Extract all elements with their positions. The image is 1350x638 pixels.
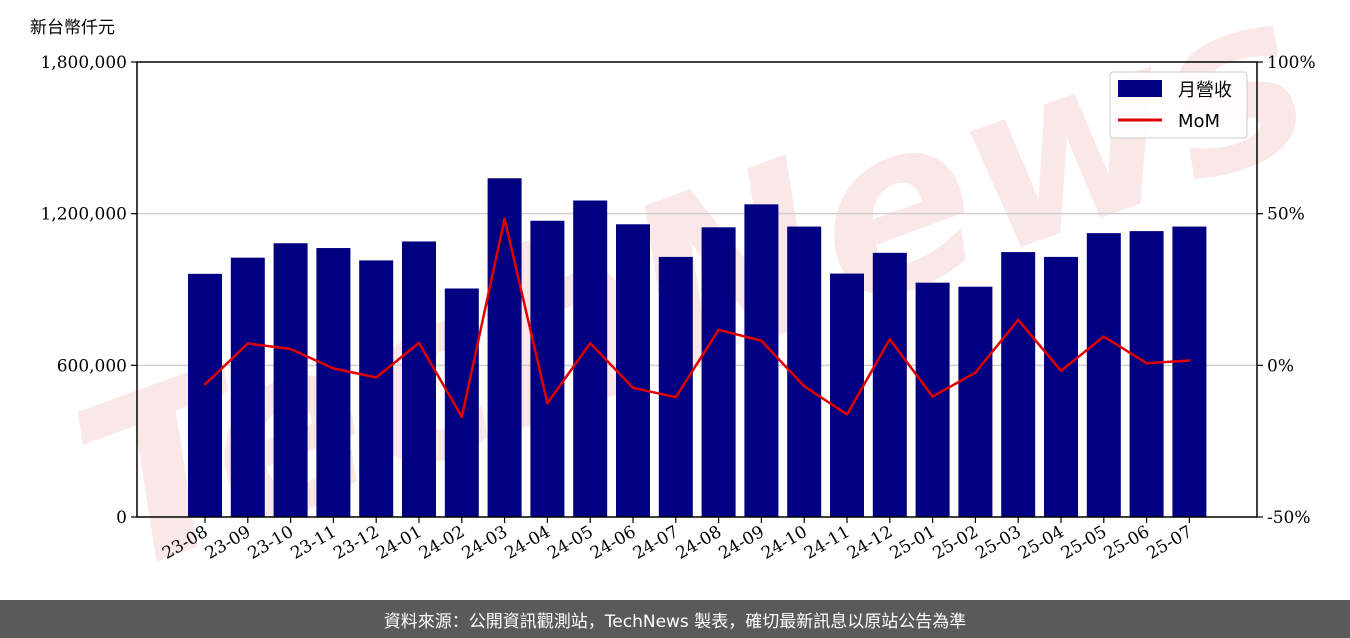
bar <box>1172 226 1207 517</box>
mom-point <box>974 371 977 374</box>
mom-point <box>1017 318 1020 322</box>
mom-point <box>503 217 506 221</box>
y-right-tick-label: 100% <box>1267 53 1316 73</box>
mom-point <box>931 395 934 398</box>
x-tick-label: 24-10 <box>758 522 810 564</box>
bar <box>1086 233 1121 517</box>
x-tick-label: 25-02 <box>929 522 981 564</box>
legend-bar-swatch <box>1118 80 1162 97</box>
bar <box>188 273 222 517</box>
x-tick-label: 24-11 <box>801 522 853 564</box>
x-tick-label: 24-09 <box>715 522 767 564</box>
mom-point <box>674 395 677 399</box>
footer-text: 資料來源：公開資訊觀測站，TechNews 製表，確切最新訊息以原站公告為準 <box>383 611 967 632</box>
mom-point <box>1145 362 1148 365</box>
mom-point <box>1188 359 1191 362</box>
bar <box>915 282 950 517</box>
x-tick-label: 25-07 <box>1143 522 1195 564</box>
mom-line <box>204 217 1190 419</box>
mom-point <box>1059 369 1063 372</box>
mom-point <box>717 328 720 332</box>
bar <box>1129 231 1164 517</box>
bar <box>658 256 693 517</box>
mom-point <box>289 347 292 351</box>
mom-line-group <box>203 217 1191 419</box>
y-right-tick-label: 0% <box>1267 356 1294 376</box>
bar <box>444 288 479 517</box>
legend-line-label: MoM <box>1178 111 1220 132</box>
x-tick-label: 25-06 <box>1101 522 1153 564</box>
bar <box>402 241 436 517</box>
x-tick-label: 24-03 <box>459 522 511 564</box>
revenue-chart: TechNews 新台幣仟元 0600,0001,200,0001,800,00… <box>30 0 1341 600</box>
mom-point <box>332 367 335 370</box>
mom-point <box>375 376 378 379</box>
mom-point <box>845 413 849 416</box>
mom-point <box>631 386 635 389</box>
x-tick-label: 25-01 <box>887 522 939 564</box>
y-unit-label: 新台幣仟元 <box>30 18 115 38</box>
bar <box>1044 256 1078 517</box>
x-tick-label: 25-05 <box>1058 522 1110 564</box>
bar <box>487 178 522 517</box>
bar <box>230 257 265 517</box>
mom-point <box>1102 335 1106 338</box>
mom-point <box>888 338 891 341</box>
x-tick-label: 24-05 <box>544 522 596 564</box>
mom-point <box>246 342 249 345</box>
x-tick-label: 24-02 <box>416 522 468 564</box>
bar <box>616 224 650 518</box>
mom-point <box>417 341 421 345</box>
bar <box>359 260 394 517</box>
x-tick-label: 24-06 <box>587 522 639 564</box>
bar <box>701 227 736 518</box>
y-right-tick-label: -50% <box>1267 508 1311 528</box>
bar <box>1001 252 1036 518</box>
mom-point <box>760 339 763 342</box>
bar <box>530 220 565 517</box>
bar <box>273 243 308 517</box>
bar <box>872 252 907 517</box>
y-right-tick-label: 50% <box>1267 205 1305 225</box>
legend: 月營收 MoM <box>1109 71 1248 139</box>
source-footer: 資料來源：公開資訊觀測站，TechNews 製表，確切最新訊息以原站公告為準 <box>0 600 1350 638</box>
mom-point <box>460 415 463 419</box>
mom-point <box>546 402 549 405</box>
y-left-tick-label: 1,800,000 <box>40 53 127 73</box>
bars <box>188 178 1207 518</box>
legend-bar-label: 月營收 <box>1178 80 1232 101</box>
x-tick-label: 24-08 <box>673 522 725 564</box>
mom-point <box>803 385 806 388</box>
bar <box>787 226 822 517</box>
mom-point <box>589 341 592 345</box>
bar <box>316 248 351 518</box>
plot-frame <box>136 61 1258 518</box>
y-left-tick-label: 600,000 <box>57 356 127 376</box>
x-tick-label: 24-04 <box>501 522 553 564</box>
x-tick-label: 24-07 <box>630 522 682 564</box>
mom-point <box>203 383 207 386</box>
x-tick-label: 25-03 <box>972 522 1024 564</box>
y-left-tick-label: 1,200,000 <box>40 205 127 225</box>
bar <box>958 286 993 517</box>
y-left-tick-label: 0 <box>116 508 127 528</box>
bar <box>744 204 779 517</box>
x-tick-label: 25-04 <box>1015 522 1067 564</box>
x-tick-label: 24-12 <box>844 522 896 564</box>
